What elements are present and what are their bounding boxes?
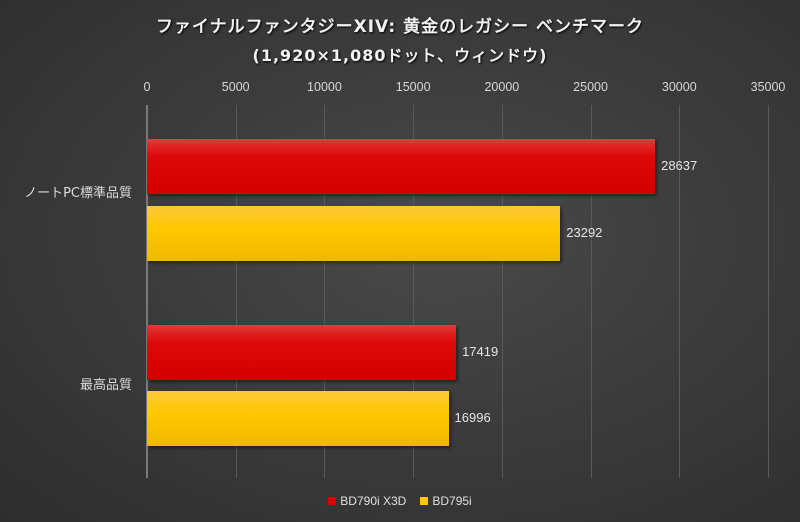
gridline: [590, 105, 592, 478]
y-axis-line: [146, 105, 148, 478]
chart-subtitle: (1,920×1,080ドット、ウィンドウ): [252, 46, 548, 65]
bar-bd790i-highest: [147, 325, 457, 380]
legend-swatch-yellow-icon: [420, 497, 429, 505]
x-tick-label: 20000: [484, 80, 520, 94]
legend-item-bd795i: BD795i: [420, 494, 472, 508]
legend: BD790i X3D BD795i: [0, 494, 800, 508]
gridline: [235, 105, 237, 478]
chart-title: ファイナルファンタジーXIV: 黄金のレガシー ベンチマーク: [155, 17, 645, 37]
x-tick-label: 25000: [573, 80, 608, 94]
gridline: [324, 105, 326, 478]
gridline: [501, 105, 503, 478]
x-tick-label: 15000: [395, 80, 431, 94]
gridline: [413, 105, 415, 478]
bar-bd795i-standard: [147, 206, 561, 261]
legend-label: BD790i X3D: [340, 494, 407, 508]
category-label-standard: ノートPC標準品質: [24, 186, 132, 201]
legend-label: BD795i: [432, 494, 472, 508]
x-tick-label: 10000: [307, 80, 342, 94]
value-label: 23292: [566, 225, 603, 240]
bar-bd790i-standard: [147, 139, 656, 194]
legend-item-bd790i: BD790i X3D: [328, 494, 406, 508]
gridline: [679, 105, 681, 478]
x-tick-label: 5000: [221, 80, 250, 94]
value-label: 16996: [454, 410, 491, 425]
bar-bd795i-highest: [147, 391, 449, 446]
gridline: [768, 105, 769, 478]
x-tick-label: 30000: [661, 80, 697, 94]
category-label-highest: 最高品質: [79, 378, 132, 393]
legend-swatch-red-icon: [328, 497, 337, 505]
x-tick-label: 35000: [750, 80, 786, 94]
value-label: 17419: [462, 344, 499, 359]
value-label: 28637: [661, 158, 698, 173]
x-tick-label: 0: [143, 80, 151, 94]
